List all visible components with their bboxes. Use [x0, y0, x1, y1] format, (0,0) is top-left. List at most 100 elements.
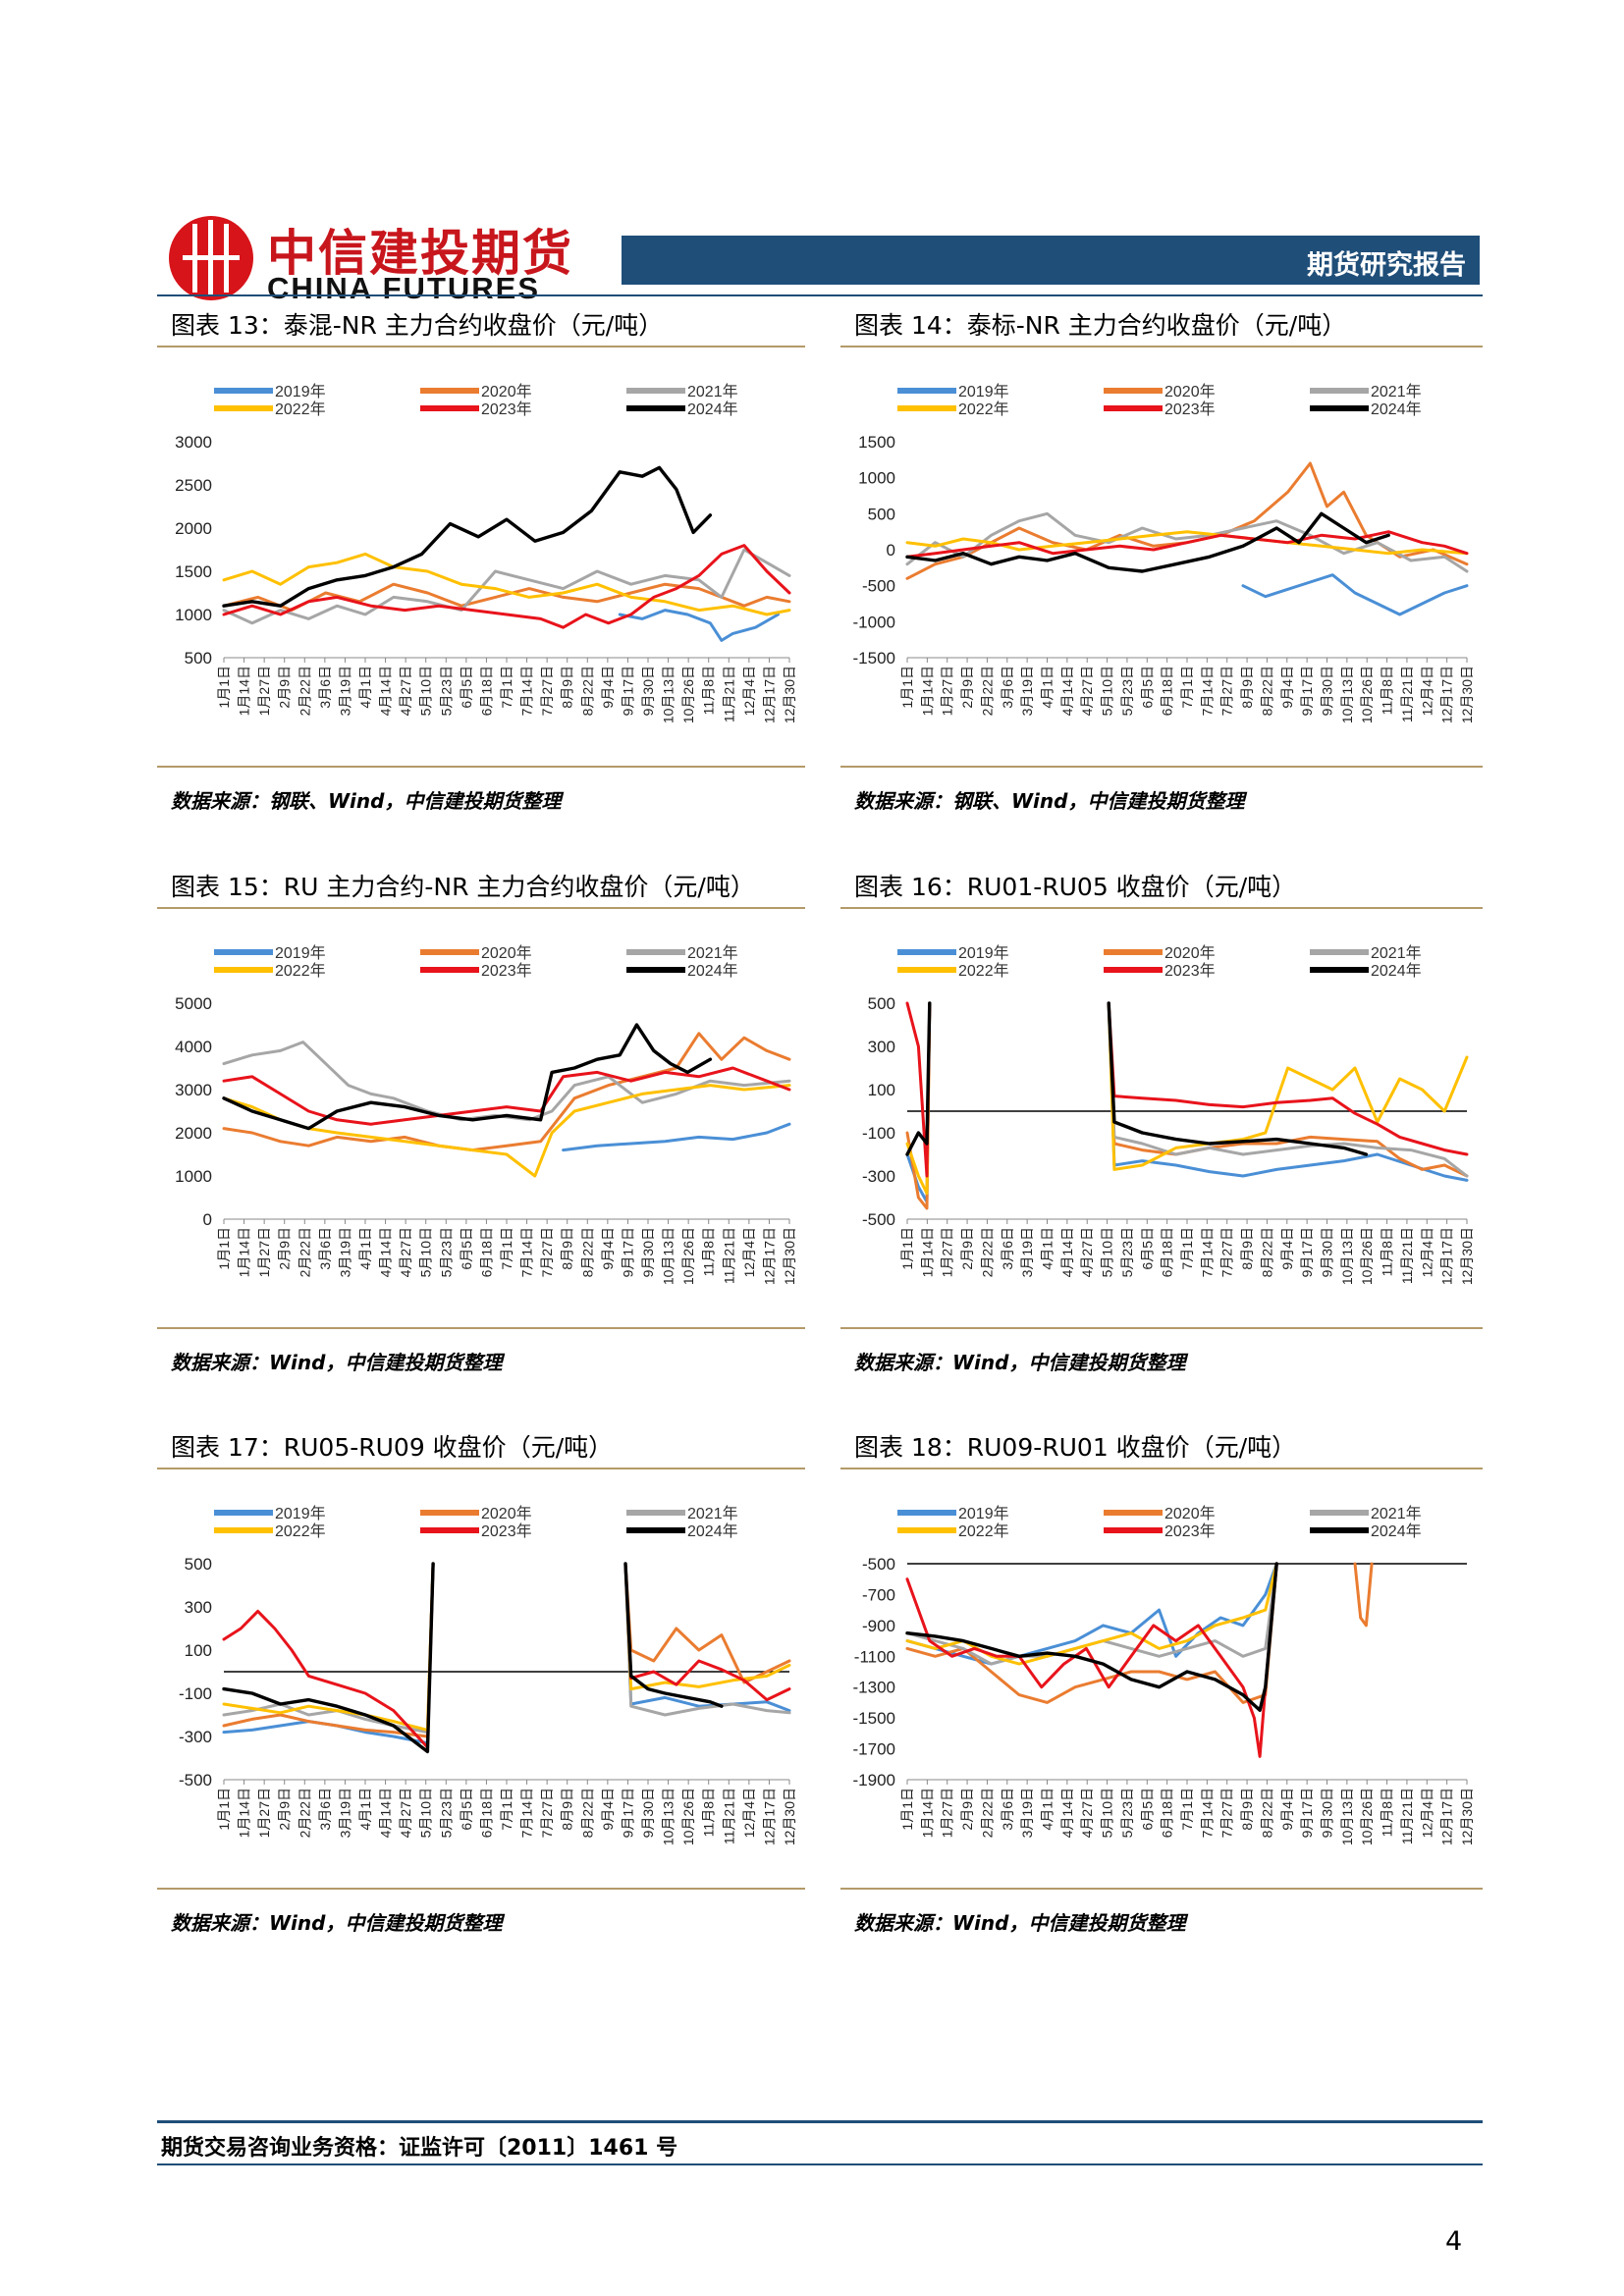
y-tick-label: -1500 [853, 649, 895, 667]
x-tick-label: 9月17日 [620, 1227, 635, 1277]
x-tick-label: 4月14日 [378, 1227, 394, 1277]
series-line-2021 [222, 548, 791, 625]
x-tick-label: 3月6日 [317, 666, 333, 709]
x-tick-label: 1月27日 [940, 1788, 955, 1838]
x-tick-label: 12月4日 [741, 1227, 757, 1277]
series-line-2022 [222, 552, 791, 616]
y-tick-label: -100 [862, 1124, 895, 1143]
x-tick-label: 4月1日 [357, 666, 373, 709]
x-tick-label: 11月8日 [1380, 1227, 1395, 1276]
x-tick-label: 1月14日 [919, 1788, 935, 1838]
series-line-2024 [222, 1562, 435, 1754]
x-tick-label: 2月9日 [277, 1788, 293, 1831]
x-tick-label: 12月30日 [782, 1227, 797, 1285]
y-tick-label: 1000 [858, 469, 895, 488]
legend-label-2021: 2021年 [687, 383, 738, 400]
x-tick-label: 8月9日 [1239, 1788, 1255, 1831]
x-tick-label: 6月18日 [1160, 666, 1175, 716]
x-tick-label: 7月1日 [499, 666, 514, 709]
x-tick-label: 6月5日 [459, 1227, 474, 1270]
page-header: 中信建投期货 CHINA FUTURES 期货研究报告 [157, 206, 1483, 314]
x-tick-label: 3月6日 [1000, 1227, 1015, 1270]
series-line-2022 [623, 1562, 791, 1691]
y-tick-label: -1700 [853, 1740, 895, 1759]
legend-label-2022: 2022年 [958, 1522, 1009, 1540]
x-tick-label: 7月27日 [539, 666, 555, 716]
x-tick-label: 9月4日 [600, 1227, 616, 1270]
y-tick-label: 3000 [175, 433, 212, 452]
x-tick-label: 1月27日 [256, 1227, 272, 1277]
y-tick-label: 500 [185, 1555, 212, 1574]
figure-13-source: 数据来源：钢联、Wind，中信建投期货整理 [171, 789, 562, 813]
x-tick-label: 9月4日 [1279, 666, 1295, 709]
series-line-2023 [623, 1562, 791, 1702]
x-tick-label: 3月19日 [1019, 666, 1035, 716]
x-tick-label: 11月21日 [721, 666, 736, 722]
x-tick-label: 7月14日 [1199, 1227, 1215, 1277]
figure-13-chart: 2019年 2020年 2021年 2022年 2023年 2024年 500 1000 150… [175, 383, 797, 723]
figure-18-source: 数据来源：Wind，中信建投期货整理 [854, 1911, 1186, 1935]
legend-label-2021: 2021年 [687, 944, 738, 962]
x-tick-label: 12月30日 [1459, 666, 1475, 723]
legend-label-2019: 2019年 [275, 1505, 326, 1522]
x-tick-label: 5月23日 [1119, 1788, 1135, 1838]
footer-divider-bottom [157, 2163, 1483, 2165]
y-tick-label: 2500 [175, 476, 212, 495]
x-tick-label: 3月19日 [337, 666, 352, 716]
figure-16-chart: 2019年 2020年 2021年 2022年 2023年 2024年 -500 -300 -1… [862, 944, 1475, 1285]
y-tick-label: 100 [185, 1641, 212, 1660]
x-tick-label: 8月9日 [560, 1788, 575, 1831]
y-tick-label: -500 [179, 1771, 212, 1789]
x-tick-label: 10月13日 [661, 1788, 677, 1845]
x-tick-label: 10月13日 [1339, 1227, 1355, 1285]
x-tick-label: 9月4日 [600, 666, 616, 709]
x-tick-label: 10月26日 [1359, 1227, 1375, 1285]
x-tick-label: 12月4日 [1419, 666, 1435, 716]
x-tick-label: 11月8日 [701, 1788, 717, 1837]
x-tick-label: 7月1日 [1179, 666, 1195, 709]
series-line-2019 [1241, 573, 1469, 616]
legend-label-2020: 2020年 [481, 944, 532, 962]
y-tick-label: 2000 [175, 519, 212, 538]
figure-14-source: 数据来源：钢联、Wind，中信建投期货整理 [854, 789, 1245, 813]
series-line-2022 [905, 530, 1469, 556]
legend-label-2019: 2019年 [275, 944, 326, 962]
x-tick-label: 11月21日 [721, 1227, 736, 1284]
x-tick-label: 11月8日 [701, 1227, 717, 1276]
x-tick-label: 10月26日 [680, 1227, 696, 1285]
x-tick-label: 2月9日 [277, 1227, 293, 1270]
x-tick-label: 11月21日 [1399, 1788, 1415, 1844]
figure-18-rule [840, 1468, 1483, 1469]
y-tick-label: -300 [179, 1728, 212, 1746]
legend-label-2020: 2020年 [1164, 1505, 1216, 1522]
legend-label-2022: 2022年 [275, 400, 326, 418]
x-tick-label: 9月4日 [1279, 1788, 1295, 1831]
x-tick-label: 3月19日 [337, 1788, 352, 1838]
x-tick-label: 1月1日 [899, 1788, 915, 1831]
x-tick-label: 7月1日 [499, 1788, 514, 1831]
company-logo-icon [169, 216, 253, 300]
x-tick-label: 12月30日 [782, 1788, 797, 1845]
x-tick-label: 9月17日 [1299, 1788, 1315, 1838]
x-tick-label: 12月30日 [1459, 1227, 1475, 1285]
x-tick-label: 7月27日 [539, 1788, 555, 1838]
x-tick-label: 9月30日 [1320, 666, 1335, 716]
x-tick-label: 4月27日 [398, 1227, 413, 1277]
x-tick-label: 8月22日 [1259, 1227, 1274, 1277]
series-line-2024 [623, 1562, 724, 1708]
y-tick-label: 500 [185, 649, 212, 667]
series-line-2022 [222, 1562, 435, 1732]
x-tick-label: 9月4日 [600, 1788, 616, 1831]
figure-18-chart: 2019年 2020年 2021年 2022年 2023年 2024年 -1900 -1700… [853, 1505, 1475, 1845]
x-tick-label: 9月30日 [640, 666, 656, 716]
x-tick-label: 8月22日 [1259, 666, 1274, 716]
x-tick-label: 12月17日 [761, 1788, 777, 1845]
figure-14-rule [840, 346, 1483, 347]
y-tick-label: 1000 [175, 606, 212, 624]
series-line-2020 [222, 1032, 791, 1152]
x-tick-label: 4月14日 [378, 1788, 394, 1838]
x-tick-label: 3月19日 [337, 1227, 352, 1277]
legend-label-2019: 2019年 [958, 383, 1009, 400]
x-tick-label: 4月14日 [1059, 1227, 1075, 1277]
x-tick-label: 4月14日 [1059, 1788, 1075, 1838]
